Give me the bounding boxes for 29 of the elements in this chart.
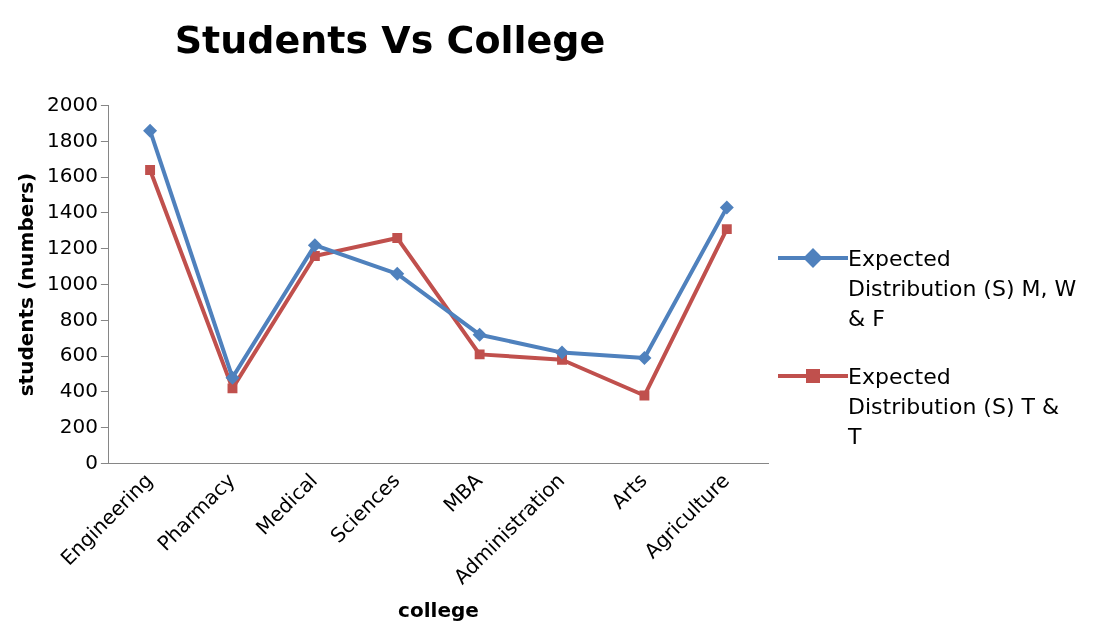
y-tick-label: 200 [59,413,98,438]
legend-label: Expected Distribution (S) M, W & F [848,245,1078,333]
chart-title: Students Vs College [174,17,606,62]
point [639,390,650,401]
y-tick-label: 600 [59,342,98,367]
point [143,123,158,138]
point [637,350,652,365]
point [472,327,487,342]
legend-label: Expected Distribution (S) T & T [848,363,1061,451]
y-tick-label: 2000 [46,91,98,116]
point [392,233,403,243]
point [721,224,732,235]
y-tick-label: 1200 [46,234,98,259]
y-tick-label: 1800 [46,127,98,152]
y-tick-label: 400 [59,378,98,403]
y-tick-label: 1400 [46,199,98,224]
y-tick-label: 0 [85,449,98,474]
x-axis-title: college [398,598,479,623]
point [307,238,322,253]
point [474,349,485,360]
point [390,266,405,281]
point [719,200,734,215]
y-tick-label: 800 [59,306,98,331]
y-tick-label: 1600 [46,163,98,188]
y-tick-label: 1000 [46,270,98,295]
point [145,165,156,175]
point [555,345,570,360]
y-axis-title: students (numbers) [14,172,39,397]
point [225,370,240,385]
